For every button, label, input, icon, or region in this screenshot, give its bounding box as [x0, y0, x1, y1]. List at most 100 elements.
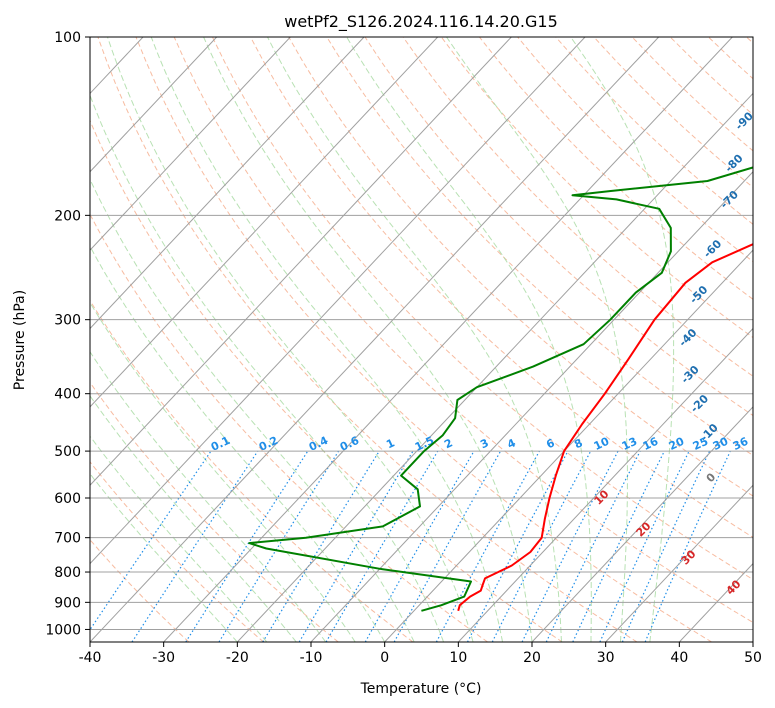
dry-adiabat [90, 461, 264, 642]
mixing-ratio-line [185, 450, 309, 642]
x-tick-label: 50 [744, 650, 762, 666]
wet-bulb-label: 30 [679, 547, 699, 567]
isotherm [310, 171, 753, 642]
chart-title: wetPf2_S126.2024.116.14.20.G15 [284, 12, 558, 32]
mixing-ratio-label: 10 [592, 435, 612, 453]
reference-lines [90, 37, 753, 642]
dry-adiabat [211, 37, 753, 581]
mixing-ratio-line [521, 450, 619, 642]
isotherm [457, 327, 753, 642]
moist-adiabat [90, 178, 415, 642]
dewpoint-profile-line [248, 166, 753, 612]
dry-adiabat [326, 37, 753, 457]
theta-e-label: -60 [701, 237, 724, 260]
moist-adiabat [107, 37, 474, 642]
mixing-ratio-label: 4 [505, 436, 518, 451]
mixing-ratio-line [262, 450, 380, 642]
dry-adiabat [90, 539, 190, 642]
theta-e-label: -20 [688, 392, 711, 415]
isotherm [90, 37, 291, 251]
x-axis: -40 -30 -20 -10 0 10 20 30 40 50 [79, 642, 762, 666]
y-tick-label: 500 [54, 444, 81, 460]
profile-series [248, 166, 753, 612]
isotherm [531, 406, 753, 642]
y-tick-label: 300 [54, 313, 81, 329]
isotherm [90, 37, 365, 330]
y-tick-label: 1000 [45, 622, 81, 638]
mixing-ratio-line [621, 450, 711, 642]
theta-e-label: -70 [718, 188, 741, 211]
isotherm [90, 37, 586, 565]
moist-adiabat [570, 37, 675, 642]
y-tick-label: 900 [54, 595, 81, 611]
dry-adiabat [90, 119, 563, 642]
theta-e-label: -30 [679, 363, 702, 386]
dry-adiabat [631, 37, 753, 152]
x-tick-label: 0 [380, 650, 389, 666]
x-tick-label: -30 [152, 650, 175, 666]
dry-adiabat [288, 37, 753, 497]
isotherm [163, 37, 733, 642]
y-axis: 100 200 300 400 500 600 700 800 900 1000 [45, 30, 90, 638]
y-tick-label: 200 [54, 208, 81, 224]
mixing-ratio-line [218, 450, 340, 642]
y-tick-label: 400 [54, 387, 81, 403]
mixing-ratio-label: 13 [620, 435, 639, 453]
theta-e-label: -40 [676, 326, 699, 349]
moist-adiabat [90, 94, 445, 642]
mixing-ratio-line [364, 450, 475, 642]
mixing-ratio-line [545, 450, 641, 642]
mixing-ratio-line [491, 450, 592, 642]
temperature-profile-line [457, 243, 753, 612]
reference-line-labels: -100-90-80-70-60-50-40-30-20-1000.1 0.2 0.… [209, 51, 775, 597]
x-tick-label: -40 [79, 650, 102, 666]
y-tick-label: 100 [54, 30, 81, 46]
dry-adiabat [402, 37, 753, 377]
isotherm [384, 249, 753, 642]
dry-adiabat [173, 37, 753, 624]
mixing-ratio-line [572, 450, 665, 642]
moist-adiabat [90, 245, 386, 642]
x-tick-label: -20 [226, 650, 249, 666]
y-tick-label: 800 [54, 565, 81, 581]
dry-adiabat [90, 299, 414, 642]
mixing-ratio-label: 2 [442, 436, 454, 451]
mixing-ratio-label: 30 [711, 435, 731, 453]
isotherm [752, 641, 753, 642]
y-axis-title: Pressure (hPa) [12, 290, 28, 390]
mixing-ratio-line [393, 450, 502, 642]
dry-adiabat [746, 37, 753, 44]
mixing-ratio-line [599, 450, 690, 642]
moist-adiabat [203, 37, 533, 642]
x-tick-label: 30 [597, 650, 615, 666]
moist-adiabat [150, 37, 503, 642]
moist-adiabat [90, 301, 356, 642]
gridlines [0, 37, 753, 642]
moist-adiabat [446, 37, 628, 642]
x-tick-label: 20 [523, 650, 541, 666]
y-tick-label: 600 [54, 491, 81, 507]
y-tick-label: 700 [54, 531, 81, 547]
moist-adiabat [90, 350, 327, 642]
moist-adiabat [90, 435, 268, 642]
mixing-ratio-line [325, 450, 439, 642]
moist-adiabat [90, 394, 297, 642]
isotherm [0, 37, 69, 642]
mixing-ratio-label: 20 [667, 435, 687, 453]
isotherm [236, 92, 753, 642]
wet-bulb-label: 20 [634, 519, 654, 539]
dry-adiabat [97, 37, 638, 642]
wet-bulb-label: 40 [724, 577, 744, 597]
mixing-ratio-label: 16 [641, 435, 661, 453]
mixing-ratio-line [90, 450, 212, 631]
theta-e-label: -100 [752, 51, 775, 80]
dry-adiabat [90, 213, 488, 642]
x-tick-label: -10 [300, 650, 323, 666]
mixing-ratio-line [435, 450, 540, 642]
moist-adiabat [90, 473, 238, 642]
mixing-ratio-label: 25 [691, 435, 710, 453]
x-tick-label: 40 [670, 650, 688, 666]
moist-adiabat [267, 37, 562, 642]
isotherm [90, 37, 218, 173]
